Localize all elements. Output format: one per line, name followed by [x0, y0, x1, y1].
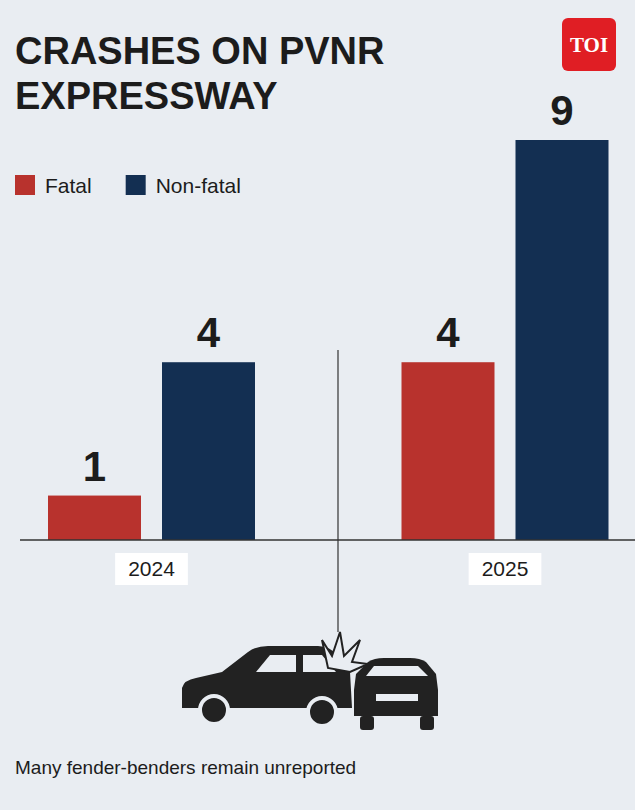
tick-label-box: [469, 553, 542, 585]
tyre: [360, 716, 374, 730]
data-label: 4: [436, 309, 460, 356]
grille: [376, 694, 418, 701]
bar: [402, 362, 495, 540]
legend-swatch: [126, 175, 146, 195]
title-line: CRASHES ON PVNR: [15, 30, 385, 72]
tick-label-box: [115, 553, 188, 585]
wheel: [200, 696, 228, 724]
bar: [516, 140, 609, 540]
car-front: [354, 658, 438, 716]
data-label: 1: [83, 443, 106, 490]
logo: TOI: [562, 18, 616, 71]
chart: CRASHES ON PVNREXPRESSWAY TOI Fatal Non-fat…: [0, 0, 635, 810]
legend-swatch: [15, 175, 35, 195]
divider: [337, 350, 338, 632]
background: [0, 0, 635, 810]
logo-text: TOI: [570, 33, 608, 57]
car-window: [256, 655, 296, 672]
x-tick-label: 2024: [128, 557, 175, 580]
bars: [48, 140, 609, 540]
data-labels: 1 4 4 9: [83, 87, 574, 490]
legend-label: Non-fatal: [156, 174, 241, 197]
data-label: 9: [550, 87, 573, 134]
logo-box: [562, 18, 616, 71]
data-label: 4: [197, 309, 221, 356]
car-windshield: [366, 666, 428, 676]
wheel: [308, 698, 336, 726]
legend-label: Fatal: [45, 174, 92, 197]
legend: Fatal Non-fatal: [15, 174, 241, 197]
x-tick-labels: 2024 2025: [115, 553, 541, 585]
x-axis: [20, 539, 635, 541]
crash-icon: [182, 632, 438, 730]
x-tick-label: 2025: [482, 557, 529, 580]
note: Many fender-benders remain unreported: [15, 757, 356, 778]
burst: [322, 632, 368, 672]
tyre: [420, 716, 434, 730]
bar: [162, 362, 255, 540]
title-line: EXPRESSWAY: [15, 75, 278, 117]
title: CRASHES ON PVNREXPRESSWAY: [15, 30, 385, 117]
bar: [48, 496, 141, 540]
